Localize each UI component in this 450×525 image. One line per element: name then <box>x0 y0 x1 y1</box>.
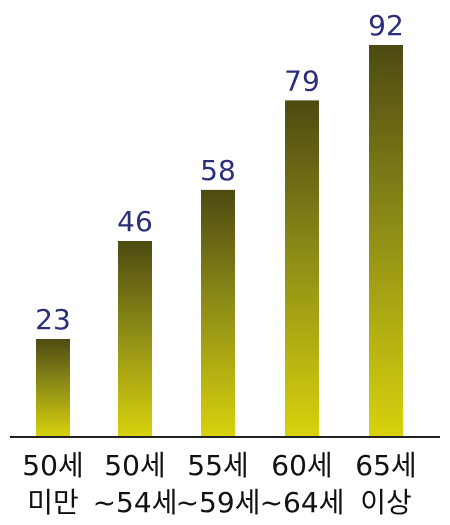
bars-layer <box>36 45 403 438</box>
value-labels-layer: 23 46 58 79 92 <box>35 9 404 336</box>
category-label-3-line-1: ~64세 <box>260 486 345 519</box>
category-label-1-line-0: 50세 <box>104 449 165 482</box>
category-label-2-line-0: 55세 <box>187 449 248 482</box>
category-label-0-line-1: 미만 <box>27 486 79 519</box>
bar-4 <box>369 45 403 437</box>
data-label-4: 92 <box>368 9 404 42</box>
data-label-2: 58 <box>200 154 236 187</box>
bar-3 <box>285 100 319 438</box>
bar-1 <box>118 241 152 437</box>
category-label-1-line-1: ~54세 <box>93 486 178 519</box>
category-label-4-line-1: 이상 <box>360 486 412 519</box>
data-label-3: 79 <box>284 64 320 97</box>
bar-0 <box>36 339 70 437</box>
data-label-1: 46 <box>117 205 153 238</box>
bar-2 <box>201 189 235 437</box>
category-label-2-line-1: ~59세 <box>176 486 261 519</box>
data-label-0: 23 <box>35 303 71 336</box>
category-label-0-line-0: 50세 <box>22 449 83 482</box>
category-label-3: 60세 ~64세 <box>260 449 345 519</box>
category-label-2: 55세 ~59세 <box>176 449 261 519</box>
category-label-4-line-0: 65세 <box>355 449 416 482</box>
category-label-3-line-0: 60세 <box>271 449 332 482</box>
category-label-1: 50세 ~54세 <box>93 449 178 519</box>
